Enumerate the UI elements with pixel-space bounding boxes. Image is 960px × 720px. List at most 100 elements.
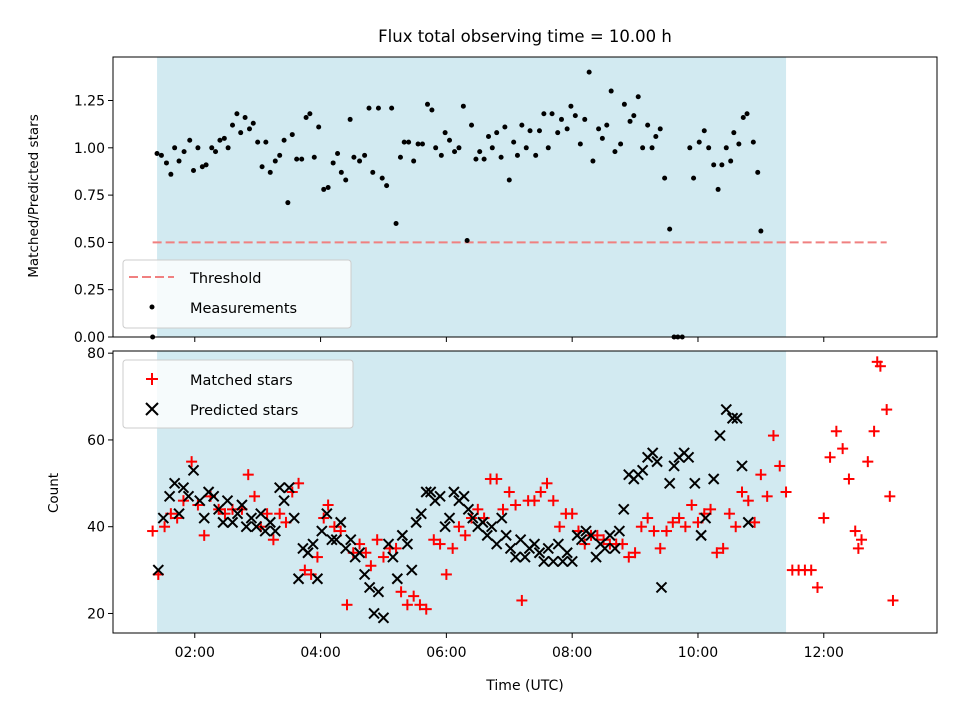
measurement-point: [618, 141, 624, 147]
measurement-point: [477, 149, 483, 155]
legend-predicted-label: Predicted stars: [190, 403, 298, 419]
measurement-point: [285, 200, 291, 206]
measurement-point: [506, 177, 512, 183]
matched-star-point: [503, 486, 515, 498]
measurement-point: [433, 145, 439, 151]
measurement-point: [577, 141, 583, 147]
measurement-point: [438, 152, 444, 158]
predicted-star-point: [217, 516, 229, 529]
predicted-star-point: [345, 534, 357, 546]
measurement-point: [311, 154, 317, 160]
top-x-ticks: [194, 337, 825, 342]
measurement-point: [696, 139, 702, 145]
predicted-star-point: [646, 447, 659, 459]
matched-star-point: [635, 521, 647, 533]
matched-star-point: [360, 547, 372, 559]
measurement-point: [199, 164, 205, 170]
measurement-point: [238, 130, 244, 136]
measurement-point: [545, 145, 551, 151]
matched-star-point: [667, 516, 679, 528]
predicted-star-point: [636, 464, 649, 477]
predicted-star-point: [618, 503, 630, 516]
matched-star-point: [623, 551, 635, 563]
matched-star-point: [328, 521, 340, 533]
matched-star-point: [377, 551, 389, 563]
matched-star-point: [843, 473, 855, 485]
matched-star-point: [341, 599, 353, 611]
measurement-point: [758, 228, 764, 234]
measurement-point: [217, 137, 223, 143]
matched-star-point: [293, 477, 305, 489]
matched-star-point: [535, 486, 547, 498]
matched-star-point: [305, 568, 317, 580]
measurement-point: [469, 122, 475, 128]
top-y-ticks: 0.00 0.25 0.50 0.75 1.00 1.25: [74, 94, 113, 346]
predicted-star-point: [198, 512, 210, 524]
matched-star-point: [242, 469, 254, 481]
predicted-star-point: [496, 512, 508, 524]
measurement-point: [596, 126, 602, 132]
measurement-point: [460, 103, 466, 109]
y-tick-label: 1.00: [74, 141, 105, 157]
matched-star-point: [541, 477, 553, 489]
bottom-axes-frame: [112, 350, 938, 634]
measurement-point: [419, 141, 425, 147]
predicted-star-point: [415, 507, 427, 520]
predicted-star-point: [720, 403, 732, 416]
predicted-star-point: [245, 512, 258, 524]
matched-star-point: [679, 521, 691, 533]
measurement-point: [452, 149, 458, 155]
measurement-point: [289, 132, 295, 138]
measurement-point: [172, 145, 178, 151]
predicted-star-point: [264, 516, 276, 529]
measurement-point: [330, 160, 336, 166]
matched-star-point: [642, 512, 654, 524]
measurement-point: [415, 141, 421, 147]
measurement-point: [527, 128, 533, 134]
measurement-point: [549, 111, 555, 117]
measurement-point: [281, 137, 287, 143]
measurement-point: [604, 122, 610, 128]
predicted-star-point: [533, 547, 546, 559]
predicted-star-point: [177, 481, 190, 494]
predicted-star-point: [689, 477, 701, 490]
predicted-star-point: [334, 516, 347, 529]
legend-measurements-swatch: [149, 304, 155, 310]
measurement-point: [590, 158, 596, 164]
measurement-point: [163, 160, 169, 166]
predicted-star-point: [731, 412, 743, 424]
matched-star-point: [730, 521, 742, 533]
predicted-stars-series: [152, 403, 755, 624]
measurement-point: [706, 145, 712, 151]
y-tick-label: 80: [87, 346, 105, 362]
matched-star-point: [186, 456, 198, 468]
measurement-point: [645, 122, 651, 128]
measurement-point: [755, 169, 761, 175]
measurement-point: [481, 156, 487, 162]
measurement-point: [375, 105, 381, 111]
predicted-star-point: [250, 521, 263, 533]
predicted-star-point: [182, 490, 195, 503]
matched-star-point: [554, 521, 566, 533]
measurement-point: [176, 158, 182, 164]
predicted-star-point: [292, 573, 305, 585]
measurement-point: [555, 130, 561, 136]
predicted-star-point: [278, 494, 290, 507]
matched-star-point: [887, 594, 899, 606]
matched-star-point: [510, 499, 522, 511]
legend-predicted-swatch: [145, 402, 159, 416]
matched-star-point: [497, 503, 509, 515]
matched-star-point: [849, 525, 861, 537]
x-tick-label: 08:00: [552, 645, 592, 661]
matched-star-point: [629, 547, 641, 559]
measurement-point: [384, 183, 390, 189]
matched-star-point: [299, 564, 311, 576]
predicted-star-point: [566, 555, 578, 568]
predicted-star-point: [561, 547, 573, 559]
predicted-star-point: [391, 573, 404, 585]
measurement-point: [389, 105, 395, 111]
measurement-point: [558, 116, 564, 122]
matched-star-point: [742, 495, 754, 507]
predicted-star-point: [682, 451, 695, 463]
matched-star-point: [261, 508, 273, 520]
